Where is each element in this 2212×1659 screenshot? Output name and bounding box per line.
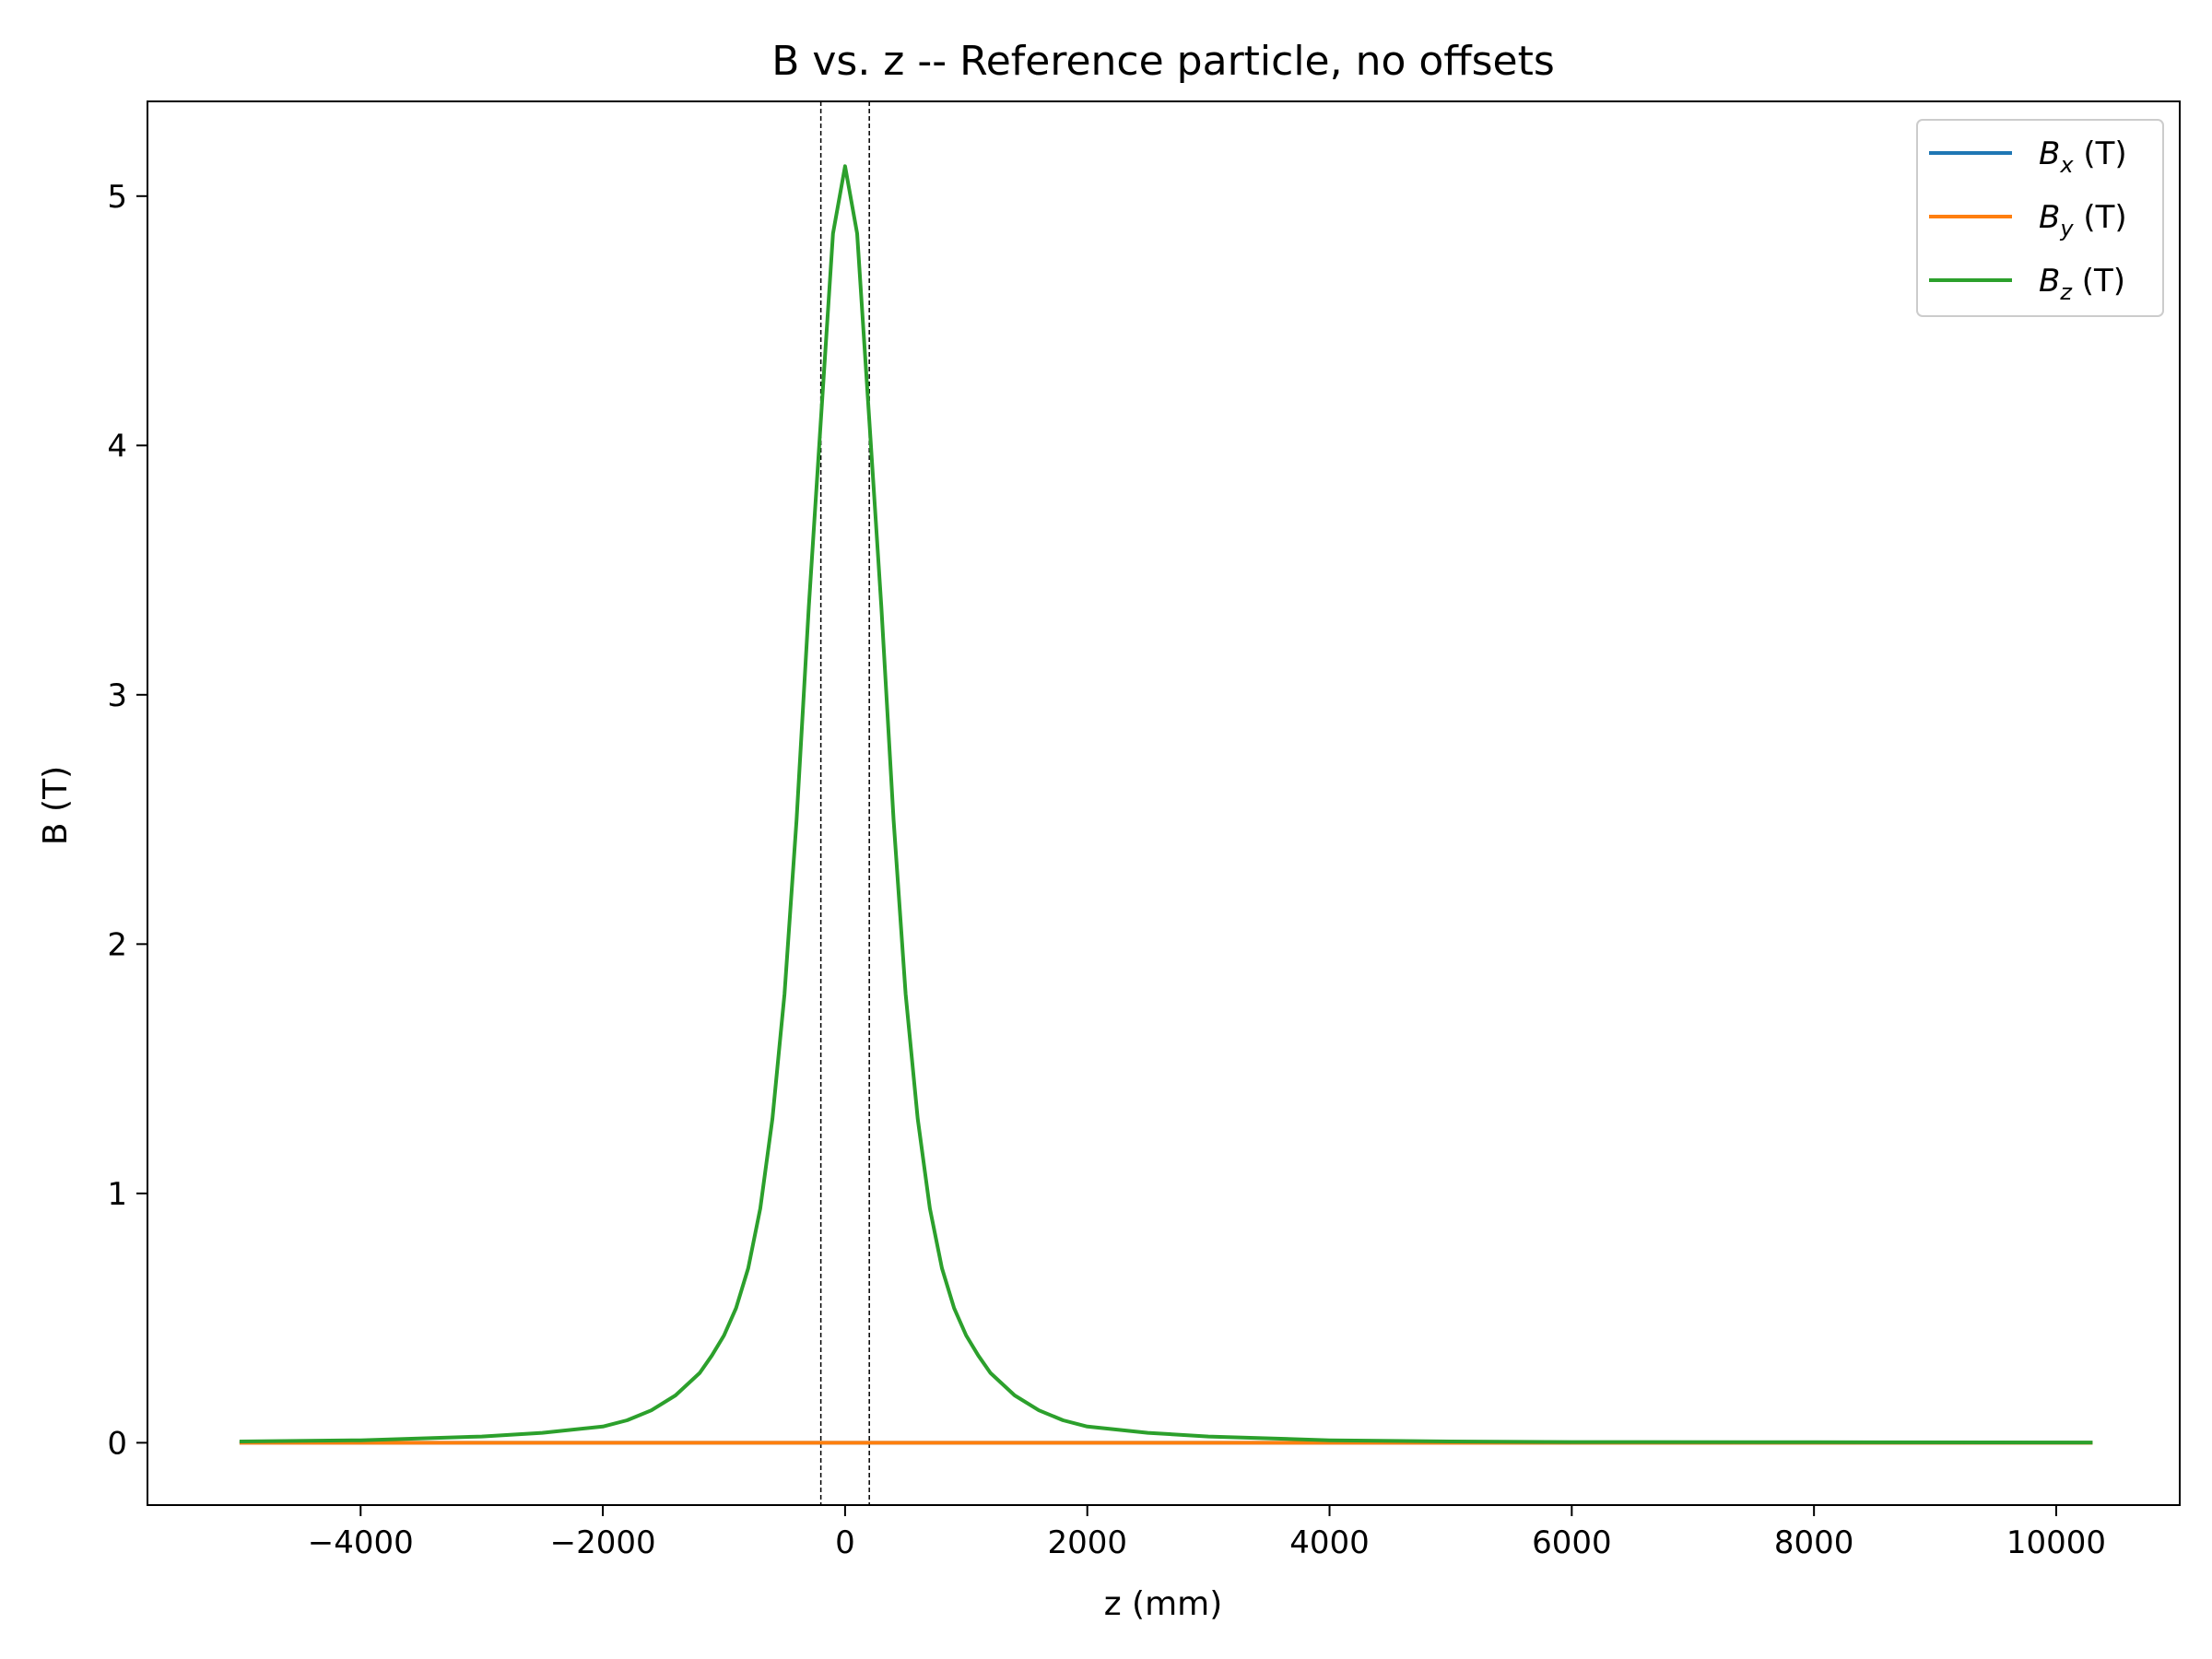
x-tick-label: 2000	[1047, 1524, 1127, 1561]
chart-title: B vs. z -- Reference particle, no offset…	[771, 38, 1555, 85]
y-tick-label: 1	[107, 1176, 127, 1213]
legend-box	[1916, 119, 2164, 317]
series-lines	[239, 164, 2093, 1445]
x-tick-label: 10000	[2006, 1524, 2106, 1561]
x-tick-label: −4000	[308, 1524, 414, 1561]
y-tick-label: 3	[107, 677, 127, 714]
y-tick-label: 5	[107, 179, 127, 216]
y-tick-label: 2	[107, 926, 127, 963]
legend-label-by: By (T)	[2039, 199, 2127, 241]
x-tick-label: 0	[835, 1524, 855, 1561]
y-tick-label: 4	[107, 428, 127, 465]
y-axis-ticks: 0 1 2 3 4 5	[107, 179, 147, 1462]
legend: Bx (T) By (T) Bz (T)	[1916, 119, 2164, 317]
plot-background	[147, 101, 2180, 1505]
x-tick-label: 6000	[1532, 1524, 1612, 1561]
x-tick-label: 8000	[1774, 1524, 1854, 1561]
x-tick-label: −2000	[550, 1524, 656, 1561]
x-axis-ticks: −4000 −2000 0 2000 4000 6000 8000 10000	[308, 1505, 2106, 1561]
vertical-markers	[819, 101, 870, 1505]
series-line-bz	[239, 164, 2093, 1445]
plot-area	[147, 100, 2181, 1506]
y-axis-label: B (T)	[37, 766, 75, 845]
x-tick-label: 4000	[1289, 1524, 1370, 1561]
y-tick-label: 0	[107, 1425, 127, 1462]
legend-label-bz: Bz (T)	[2039, 263, 2125, 305]
legend-label-bx: Bx (T)	[2039, 135, 2127, 178]
x-axis-label: z (mm)	[1104, 1585, 1223, 1623]
plot-frame	[147, 100, 2181, 1506]
